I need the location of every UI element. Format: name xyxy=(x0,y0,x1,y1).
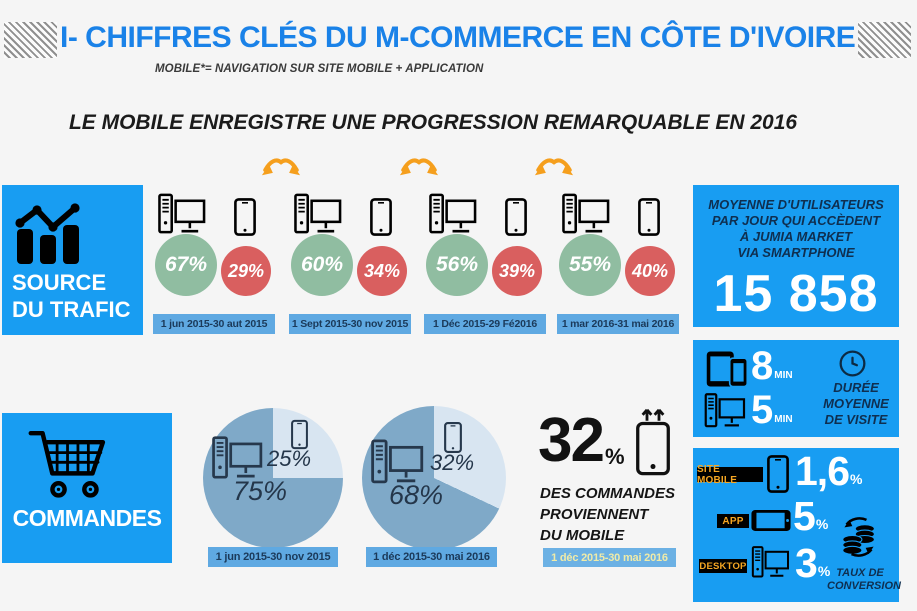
mobile-share-label: 32% xyxy=(430,450,475,475)
duration-unit: MIN xyxy=(774,370,793,381)
period-label: 1 jun 2015-30 aut 2015 xyxy=(153,314,275,334)
growth-arrows-icon xyxy=(398,154,440,184)
visit-duration-caption: DURÉE MOYENNE DE VISITE xyxy=(815,380,897,428)
highlight-number: 32 xyxy=(538,406,605,475)
desktop-icon xyxy=(562,193,611,237)
mobile-share-label: 25% xyxy=(267,446,312,471)
clock-icon xyxy=(839,350,866,377)
mobile-visit-duration: 8 MIN xyxy=(751,344,793,388)
desktop-ribbon: DESKTOP xyxy=(699,559,747,573)
traffic-group: 60% 34% 1 Sept 2015-30 nov 2015 xyxy=(289,185,411,335)
conversion-value: 3 xyxy=(795,540,818,586)
smartphone-icon xyxy=(505,197,527,237)
analytics-icon xyxy=(15,201,81,265)
orders-section-box: COMMANDES xyxy=(2,413,172,563)
caption-line: DU MOBILE xyxy=(540,527,625,544)
desktop-icon xyxy=(749,546,793,580)
site-mobile-conversion: 1,6 % xyxy=(795,448,863,494)
traffic-group: 55% 40% 1 mar 2016-31 mai 2016 xyxy=(557,185,679,335)
coins-conversion-icon xyxy=(839,512,879,562)
period-label: 1 Déc 2015-29 Fé2016 xyxy=(424,314,546,334)
growth-arrows-icon xyxy=(533,154,575,184)
duration-value: 8 xyxy=(751,344,774,388)
traffic-group: 56% 39% 1 Déc 2015-29 Fé2016 xyxy=(424,185,546,335)
mobile-share-badge: 39% xyxy=(492,246,542,296)
period-label: 1 Sept 2015-30 nov 2015 xyxy=(289,314,411,334)
caption-line: VIA SMARTPHONE xyxy=(737,245,855,260)
period-label: 1 déc 2015-30 mai 2016 xyxy=(543,548,676,567)
mobile-orders-caption: DES COMMANDES PROVIENNENT DU MOBILE xyxy=(540,483,675,546)
desktop-share-badge: 55% xyxy=(559,234,621,296)
smartphone-icon xyxy=(638,197,660,237)
caption-line: PAR JOUR QUI ACCÈDENT xyxy=(711,213,881,228)
conversion-value: 1,6 xyxy=(795,448,850,494)
daily-users-panel: MOYENNE D'UTILISATEURS PAR JOUR QUI ACCÈ… xyxy=(693,185,899,327)
mobile-definition-note: MOBILE*= NAVIGATION SUR SITE MOBILE + AP… xyxy=(155,63,484,75)
landscape-phone-icon xyxy=(751,509,791,532)
growth-arrows-icon xyxy=(260,154,302,184)
conversion-value: 5 xyxy=(793,493,816,539)
page-title: I- CHIFFRES CLÉS DU M-COMMERCE EN CÔTE D… xyxy=(60,21,856,54)
desktop-icon xyxy=(158,193,207,237)
hatch-decoration-left-icon xyxy=(4,22,57,58)
hatch-decoration-right-icon xyxy=(858,22,911,58)
conversion-unit: % xyxy=(850,471,863,487)
section-headline: LE MOBILE ENREGISTRE UNE PROGRESSION REM… xyxy=(68,111,798,134)
desktop-share-label: 75% xyxy=(233,476,288,506)
desktop-visit-duration: 5 MIN xyxy=(751,388,793,432)
mobile-share-badge: 29% xyxy=(221,246,271,296)
traffic-section-label: SOURCE DU TRAFIC xyxy=(12,269,131,323)
desktop-icon xyxy=(429,193,478,237)
smartphone-icon xyxy=(234,197,256,237)
daily-users-value: 15 858 xyxy=(713,265,879,323)
app-ribbon: APP xyxy=(717,514,749,528)
highlight-unit: % xyxy=(604,444,625,469)
daily-users-caption: MOYENNE D'UTILISATEURS PAR JOUR QUI ACCÈ… xyxy=(701,197,891,261)
period-label: 1 mar 2016-31 mai 2016 xyxy=(557,314,679,334)
desktop-icon xyxy=(702,393,749,430)
desktop-share-label: 68% xyxy=(389,480,444,510)
conversion-caption: TAUX DE CONVERSION xyxy=(827,567,901,593)
duration-unit: MIN xyxy=(774,414,793,425)
traffic-label-line2: DU TRAFIC xyxy=(12,297,131,322)
mobile-share-badge: 34% xyxy=(357,246,407,296)
desktop-icon xyxy=(294,193,343,237)
duration-value: 5 xyxy=(751,388,774,432)
caption-line: DE VISITE xyxy=(824,412,888,427)
desktop-share-badge: 67% xyxy=(155,234,217,296)
cart-icon xyxy=(28,426,114,500)
caption-line: CONVERSION xyxy=(827,580,901,592)
traffic-group: 67% 29% 1 jun 2015-30 aut 2015 xyxy=(153,185,275,335)
smartphone-icon xyxy=(370,197,392,237)
caption-line: TAUX DE xyxy=(836,567,884,579)
app-conversion: 5 % xyxy=(793,493,829,539)
site-mobile-ribbon: SITE MOBILE xyxy=(697,464,763,486)
mobile-share-badge: 40% xyxy=(625,246,675,296)
smartphone-icon xyxy=(767,454,789,494)
visit-duration-panel: 8 MIN 5 MIN DURÉE MOYENNE DE VISITE xyxy=(693,340,899,437)
conversion-unit: % xyxy=(815,516,829,532)
traffic-section-box: SOURCE DU TRAFIC xyxy=(2,185,143,335)
traffic-label-line1: SOURCE xyxy=(12,270,107,295)
period-label: 1 déc 2015-30 mai 2016 xyxy=(366,547,497,567)
caption-line: MOYENNE xyxy=(823,396,889,411)
caption-line: PROVIENNENT xyxy=(540,506,649,523)
orders-pie-chart-2: 32% 68% xyxy=(362,406,506,550)
caption-line: DURÉE xyxy=(833,380,879,395)
desktop-share-badge: 56% xyxy=(426,234,488,296)
conversion-rate-panel: SITE MOBILE 1,6 % APP 5 % DESKTOP 3 % TA… xyxy=(693,448,901,602)
mobile-orders-highlight-value: 32 % xyxy=(538,406,625,475)
desktop-share-badge: 60% xyxy=(291,234,353,296)
phone-upload-icon xyxy=(633,406,673,478)
conversion-unit: % xyxy=(817,563,831,579)
period-label: 1 jun 2015-30 nov 2015 xyxy=(208,547,338,567)
orders-pie-chart-1: 25% 75% xyxy=(203,408,343,548)
orders-section-label: COMMANDES xyxy=(12,505,162,531)
caption-line: MOYENNE D'UTILISATEURS xyxy=(708,197,884,212)
tablet-phone-icon xyxy=(705,351,749,387)
caption-line: À JUMIA MARKET xyxy=(739,229,853,244)
desktop-conversion: 3 % xyxy=(795,540,831,586)
caption-line: DES COMMANDES xyxy=(540,485,676,502)
